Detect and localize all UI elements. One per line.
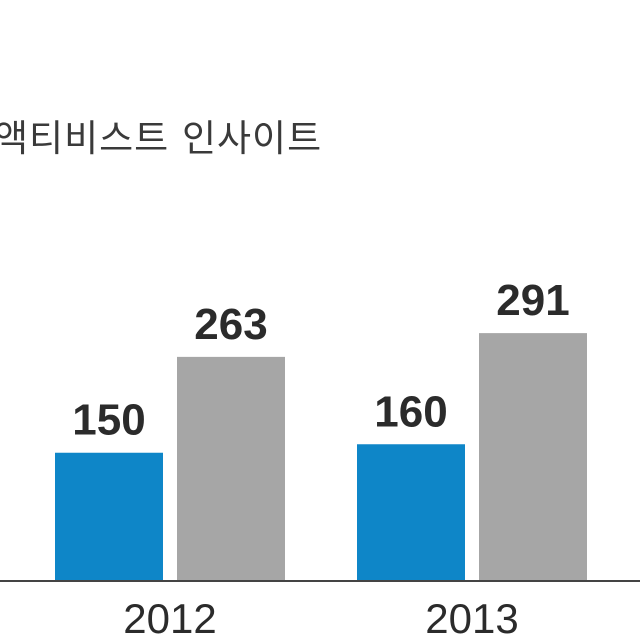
bar-2012-series-2 xyxy=(177,356,285,580)
source-label: 액티비스트 인사이트 xyxy=(0,117,323,160)
bar-2013-series-2 xyxy=(479,333,587,580)
bar-2012-series-1 xyxy=(55,452,163,580)
x-tick-label-2012: 2012 xyxy=(123,595,216,640)
data-label-2013-series-1: 160 xyxy=(374,387,447,436)
data-label-2012-series-2: 263 xyxy=(194,300,267,349)
bar-2013-series-1 xyxy=(357,444,465,580)
data-label-2013-series-2: 291 xyxy=(496,276,569,325)
x-tick-label-2013: 2013 xyxy=(425,595,518,640)
data-label-2012-series-1: 150 xyxy=(72,396,145,445)
